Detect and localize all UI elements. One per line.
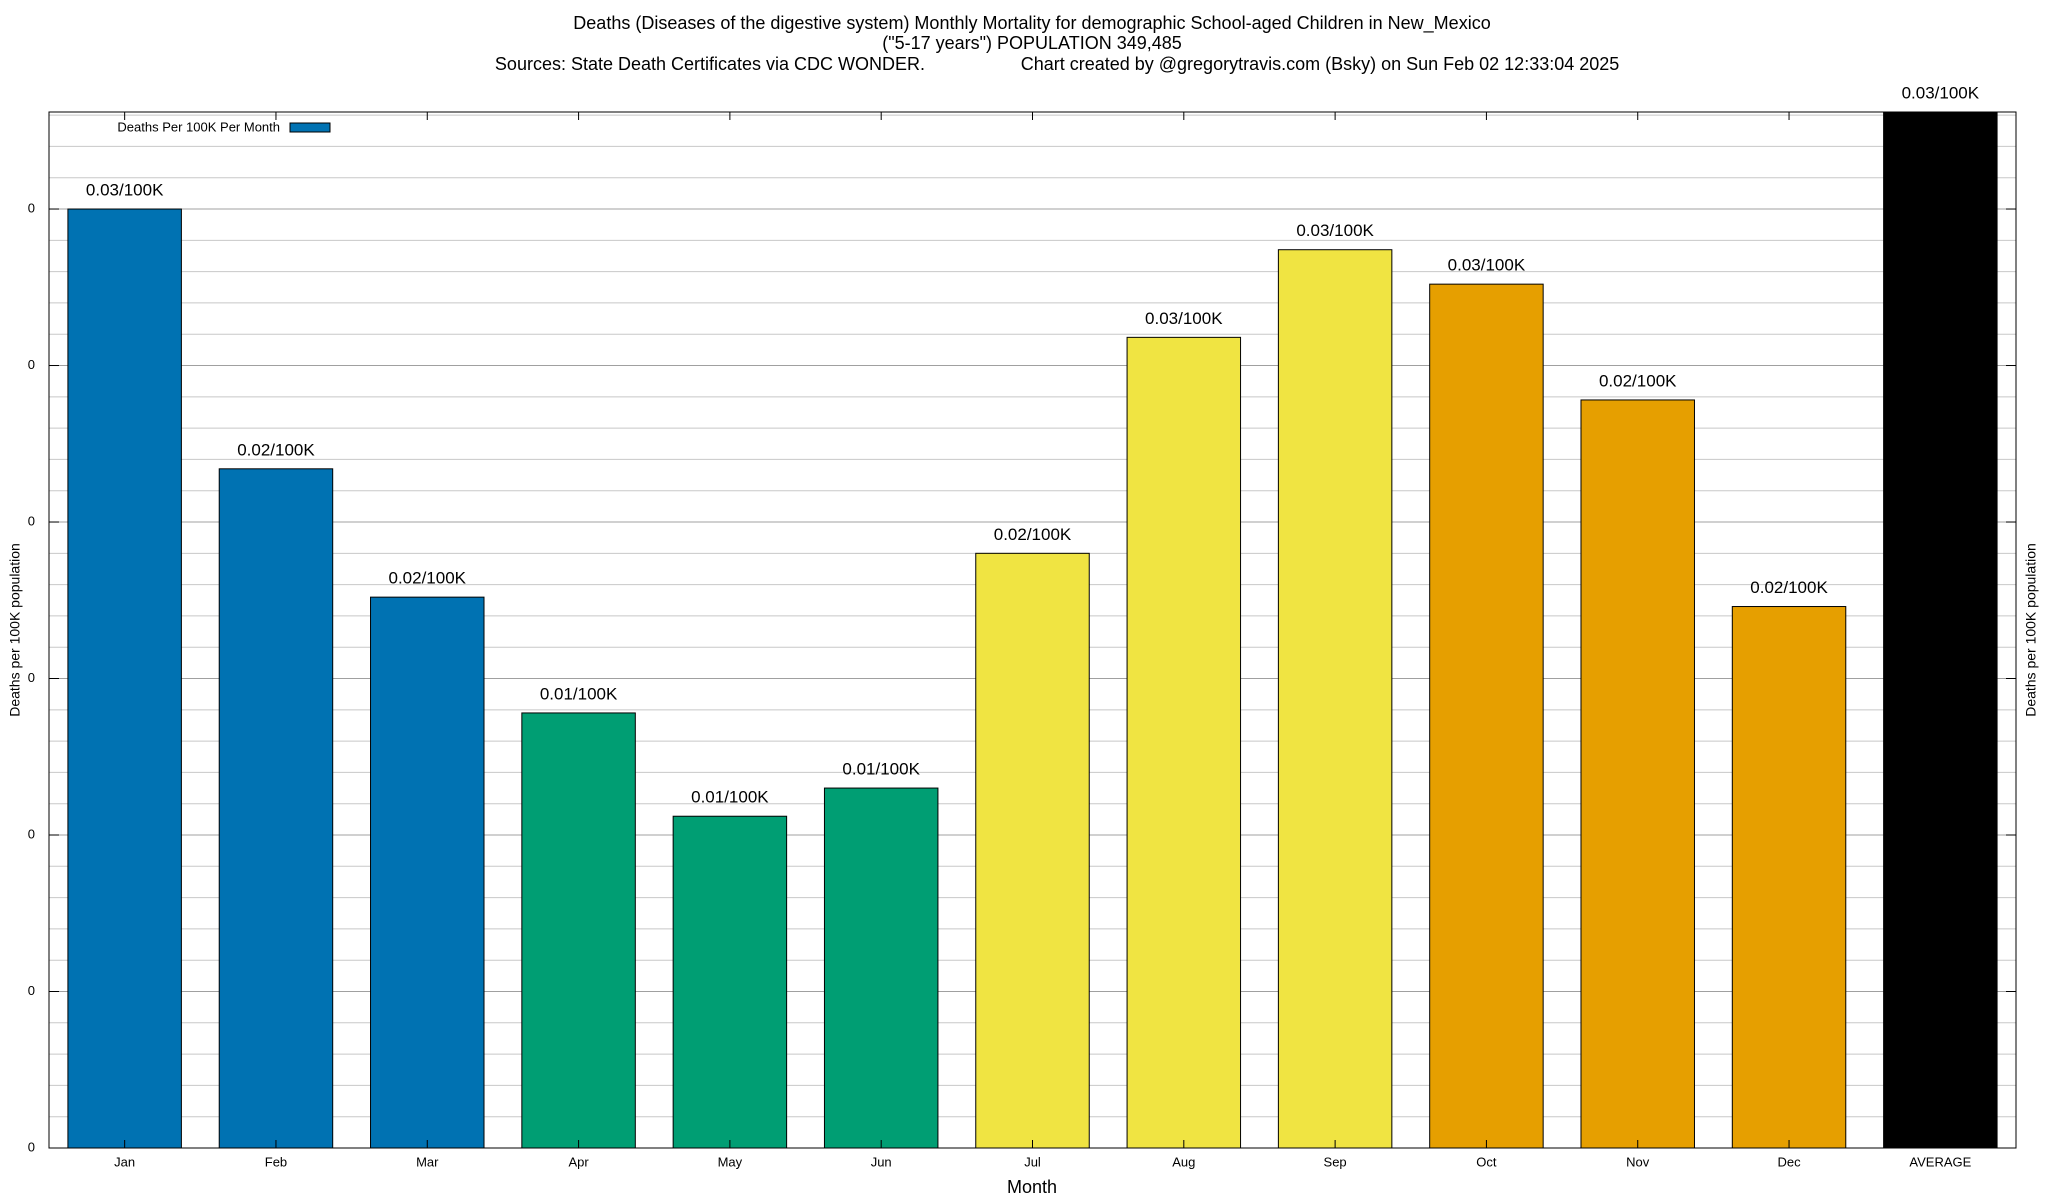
legend-swatch (289, 122, 331, 133)
value-label: 0.03/100K (1145, 309, 1223, 328)
y-tick-label: 0 (28, 983, 35, 998)
x-tick-label: Jan (114, 1154, 135, 1169)
bar (823, 787, 939, 1148)
x-tick-label: Oct (1476, 1154, 1497, 1169)
bar (1126, 336, 1242, 1148)
bar (1731, 606, 1847, 1148)
bar (975, 552, 1090, 1148)
value-label: 0.03/100K (1296, 221, 1374, 240)
bar (67, 208, 182, 1148)
value-label: 0.02/100K (1750, 578, 1828, 597)
credit: Chart created by @gregorytravis.com (Bsk… (1021, 54, 1620, 74)
value-label: 0.02/100K (237, 440, 315, 459)
bar (1429, 283, 1544, 1148)
x-tick-label: Apr (568, 1154, 589, 1169)
x-tick-label: Aug (1172, 1154, 1195, 1169)
y-tick-label: 0 (28, 826, 35, 841)
y-tick-label: 0 (28, 670, 35, 685)
value-label: 0.02/100K (994, 525, 1072, 544)
bar (1883, 112, 1998, 1148)
legend-label: Deaths Per 100K Per Month (117, 119, 280, 134)
x-tick-label: Jul (1024, 1154, 1041, 1169)
x-tick-label: Jun (871, 1154, 892, 1169)
bar (521, 712, 636, 1148)
value-label: 0.01/100K (691, 788, 769, 807)
x-tick-label: May (718, 1154, 743, 1169)
y2-axis-label: Deaths per 100K population (2023, 543, 2039, 717)
x-tick-label: Dec (1777, 1154, 1801, 1169)
x-tick-label: Feb (265, 1154, 287, 1169)
y-tick-label: 0 (28, 1139, 35, 1154)
x-tick-label: Nov (1626, 1154, 1650, 1169)
bar (1277, 249, 1393, 1148)
x-tick-label: AVERAGE (1909, 1154, 1971, 1169)
value-label: 0.03/100K (86, 181, 164, 200)
sources: Sources: State Death Certificates via CD… (495, 54, 925, 74)
y-tick-label: 0 (28, 357, 35, 372)
value-label: 0.01/100K (540, 684, 618, 703)
value-label: 0.03/100K (1902, 83, 1980, 102)
y-tick-label: 0 (28, 513, 35, 528)
bar (218, 468, 334, 1148)
x-axis-label: Month (1007, 1177, 1057, 1197)
value-label: 0.03/100K (1448, 256, 1526, 275)
chart-title: Deaths (Diseases of the digestive system… (573, 13, 1490, 34)
value-label: 0.02/100K (389, 569, 467, 588)
value-label: 0.01/100K (842, 760, 920, 779)
x-tick-label: Sep (1324, 1154, 1347, 1169)
chart-subtitle: ("5-17 years") POPULATION 349,485 (882, 33, 1182, 53)
bar (1580, 399, 1695, 1148)
plot-frame (48, 111, 2017, 1149)
x-tick-label: Mar (416, 1154, 439, 1169)
bar (370, 596, 485, 1148)
y-axis-label: Deaths per 100K population (7, 543, 23, 717)
y-tick-label: 0 (28, 200, 35, 215)
plot-area (67, 112, 1998, 1148)
value-label: 0.02/100K (1599, 371, 1677, 390)
bar (672, 815, 788, 1148)
